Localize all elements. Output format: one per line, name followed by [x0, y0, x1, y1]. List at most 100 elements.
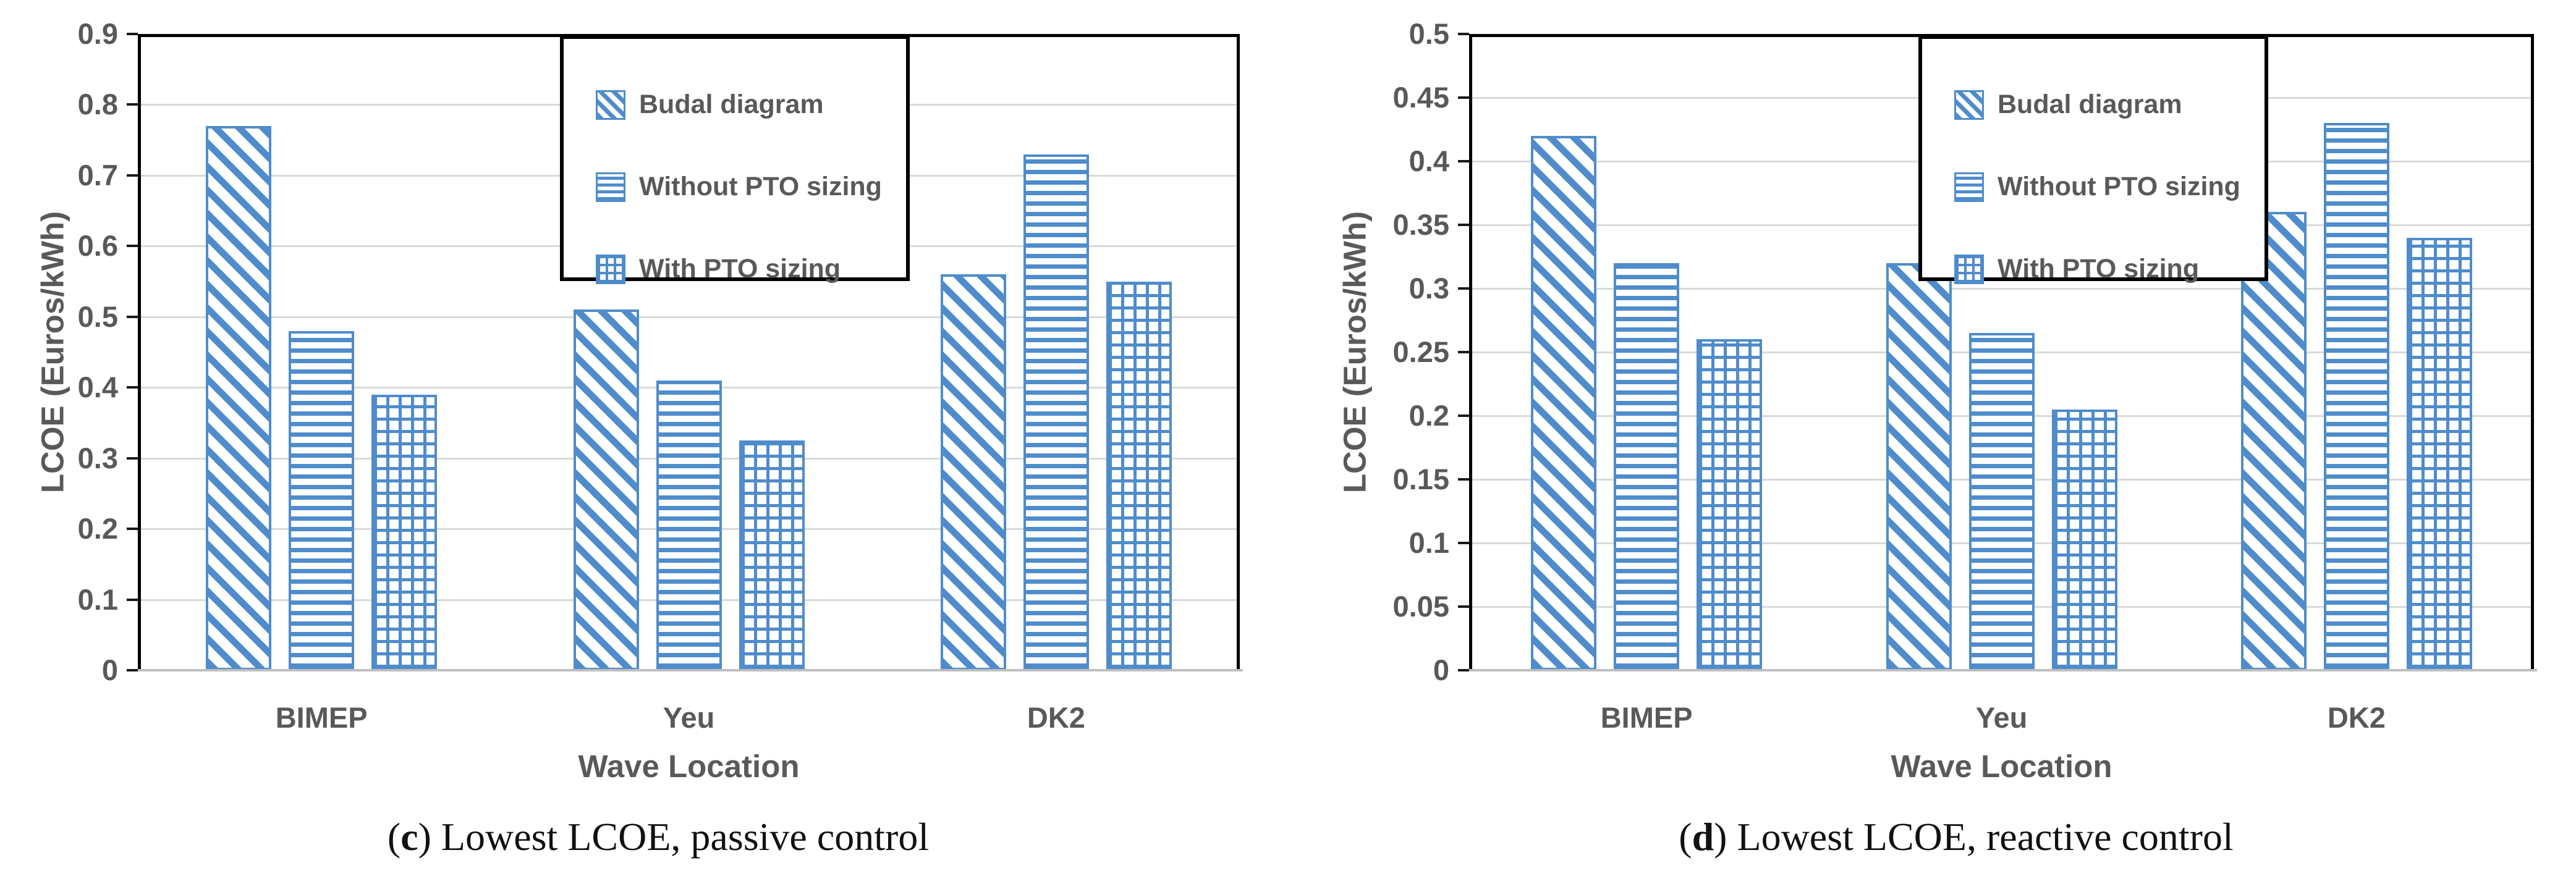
y-gridline — [138, 316, 1240, 318]
y-tick-mark — [127, 174, 138, 177]
y-tick-mark — [127, 457, 138, 460]
y-tick-label: 0.2 — [1409, 399, 1449, 432]
legend-swatch-grid-icon — [596, 254, 625, 284]
legend-box: Budal diagram Without PTO sizing With PTO … — [560, 35, 910, 284]
bar-diagonal — [206, 125, 272, 670]
y-tick-mark — [1458, 287, 1469, 290]
legend-item: Budal diagram — [596, 64, 906, 146]
x-axis-baseline — [138, 669, 1243, 671]
y-tick-mark — [127, 386, 138, 389]
y-tick-label: 0.25 — [1392, 335, 1449, 368]
bar-diagonal — [2240, 212, 2307, 670]
bar-grid — [1106, 281, 1172, 670]
bar-grid — [739, 440, 805, 670]
bar-diagonal — [573, 309, 639, 670]
legend-swatch-horizontal-icon — [1954, 172, 1984, 202]
legend-swatch-horizontal-icon — [596, 172, 625, 202]
y-tick-label: 0.4 — [77, 371, 118, 404]
y-tick-mark — [1458, 33, 1469, 35]
y-tick-label: 0.15 — [1392, 463, 1449, 495]
legend-label: With PTO sizing — [639, 254, 841, 284]
bar-diagonal — [940, 274, 1006, 670]
y-tick-label: 0.2 — [77, 512, 118, 545]
y-tick-label: 0.5 — [77, 300, 118, 333]
y-tick-label: 0.3 — [77, 441, 118, 474]
y-tick-label: 0.35 — [1392, 208, 1449, 241]
category-label: DK2 — [1027, 701, 1085, 734]
legend-label: Without PTO sizing — [1998, 172, 2240, 201]
bar-horizontal — [1968, 333, 2035, 670]
bar-diagonal — [1531, 135, 1597, 670]
bar-horizontal — [2323, 123, 2389, 670]
y-tick-label: 0.9 — [77, 17, 118, 50]
y-tick-mark — [1458, 96, 1469, 99]
y-gridline — [1469, 288, 2534, 290]
caption-reactive: (d) Lowest LCOE, reactive control — [1679, 814, 2234, 860]
y-tick-label: 0.05 — [1392, 590, 1449, 623]
y-tick-mark — [1458, 478, 1469, 481]
y-tick-label: 0 — [101, 654, 118, 686]
caption-paren-open: ( — [1679, 815, 1692, 859]
y-tick-mark — [127, 598, 138, 601]
caption-passive: (c) Lowest LCOE, passive control — [388, 814, 929, 860]
y-tick-mark — [127, 33, 138, 35]
legend-item: Budal diagram — [1954, 64, 2265, 146]
legend-item: Without PTO sizing — [596, 146, 906, 228]
caption-text: Lowest LCOE, reactive control — [1737, 815, 2234, 859]
category-label: Yeu — [1975, 701, 2028, 734]
y-tick-mark — [1458, 351, 1469, 353]
x-axis-title: Wave Location — [578, 749, 800, 784]
y-tick-label: 0.1 — [77, 583, 118, 616]
y-tick-label: 0 — [1433, 654, 1449, 686]
caption-paren-open: ( — [387, 815, 401, 859]
y-tick-label: 0.3 — [1409, 272, 1449, 305]
legend-swatch-diagonal-icon — [1954, 90, 1984, 120]
y-tick-mark — [1458, 542, 1469, 544]
y-axis-title: LCOE (Euros/kWh) — [1337, 211, 1373, 494]
bar-horizontal — [289, 330, 355, 670]
legend-item: Without PTO sizing — [1954, 146, 2265, 228]
bar-grid — [1697, 339, 1763, 670]
y-tick-mark — [1458, 669, 1469, 671]
legend-label: Without PTO sizing — [639, 172, 882, 201]
y-tick-mark — [127, 245, 138, 248]
legend-item: With PTO sizing — [596, 228, 906, 310]
y-tick-mark — [127, 669, 138, 671]
legend-box: Budal diagram Without PTO sizing With PTO … — [1918, 35, 2268, 284]
caption-paren-close: ) — [1714, 815, 1737, 859]
bar-horizontal — [1614, 263, 1680, 670]
y-tick-mark — [127, 103, 138, 106]
y-tick-label: 0.8 — [77, 88, 118, 121]
y-tick-mark — [1458, 414, 1469, 417]
category-label: BIMEP — [1600, 701, 1693, 734]
y-tick-label: 0.6 — [77, 229, 118, 263]
caption-letter: c — [400, 815, 418, 859]
y-tick-label: 0.45 — [1392, 81, 1449, 114]
y-tick-mark — [1458, 605, 1469, 608]
bar-grid — [2051, 409, 2117, 670]
y-tick-label: 0.7 — [77, 158, 118, 191]
y-tick-label: 0.4 — [1409, 145, 1449, 177]
category-label: DK2 — [2327, 701, 2386, 734]
caption-paren-close: ) — [418, 815, 441, 859]
legend-swatch-diagonal-icon — [596, 90, 625, 120]
bar-horizontal — [656, 380, 722, 670]
legend-label: Budal diagram — [1998, 90, 2182, 119]
y-tick-label: 0.1 — [1409, 526, 1449, 559]
bar-horizontal — [1023, 154, 1089, 670]
y-tick-label: 0.5 — [1409, 17, 1449, 50]
y-tick-mark — [127, 528, 138, 531]
legend-label: With PTO sizing — [1998, 254, 2200, 284]
legend-swatch-grid-icon — [1954, 254, 1984, 284]
legend-item: With PTO sizing — [1954, 228, 2265, 310]
x-axis-title: Wave Location — [1891, 749, 2112, 784]
y-axis-title: LCOE (Euros/kWh) — [35, 211, 70, 494]
bar-grid — [371, 394, 438, 670]
x-axis-baseline — [1469, 669, 2537, 671]
caption-text: Lowest LCOE, passive control — [441, 815, 930, 859]
legend-label: Budal diagram — [639, 90, 824, 119]
category-label: Yeu — [663, 701, 715, 734]
y-tick-mark — [1458, 160, 1469, 162]
y-tick-mark — [1458, 224, 1469, 226]
